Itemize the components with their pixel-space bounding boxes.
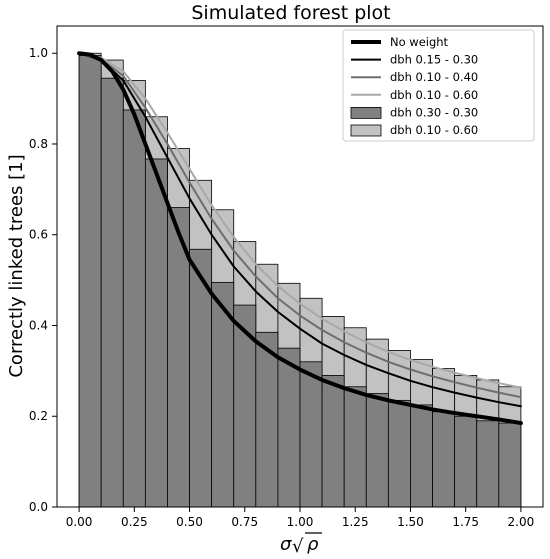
bar-series1-12	[343, 386, 367, 508]
bar-series1-13	[365, 393, 389, 508]
bar-series1-19	[498, 422, 522, 508]
bar-series1-1	[100, 77, 124, 508]
bar-series1-0	[78, 55, 102, 508]
legend-label: dbh 0.10 - 0.60	[390, 123, 478, 137]
x-tick-label: 0.25	[121, 515, 148, 529]
lines-layer	[77, 51, 523, 426]
x-axis: 0.00 0.25 0.50 0.75 1.00 1.25 1.50 1.75 2.00	[66, 507, 535, 529]
legend-swatch-patch	[350, 124, 382, 137]
bar-series1-15	[410, 404, 433, 508]
bar-series1-17	[454, 415, 478, 508]
legend-swatch-patch	[350, 107, 382, 119]
x-tick-label: 1.00	[287, 515, 314, 529]
legend-label: dbh 0.15 - 0.30	[390, 53, 478, 67]
x-tick-label: 1.25	[342, 515, 369, 529]
x-axis-label: σ √ ρ	[280, 532, 322, 557]
y-tick-label: 0.0	[29, 500, 48, 514]
x-tick-label: 0.75	[231, 515, 258, 529]
legend: No weight dbh 0.15 - 0.30 dbh 0.10 - 0.40 d…	[342, 29, 535, 142]
line-series-1	[78, 52, 522, 408]
x-tick-label: 0.50	[176, 515, 203, 529]
legend-label: dbh 0.30 - 0.30	[390, 105, 478, 119]
x-label-radical: √	[292, 536, 304, 557]
x-tick-label: 1.50	[397, 515, 424, 529]
bar-series1-14	[387, 399, 411, 508]
legend-label: No weight	[390, 35, 449, 49]
y-axis-label: Correctly linked trees [1]	[6, 154, 27, 377]
bar-series1-11	[321, 375, 345, 508]
bar-series1-10	[299, 361, 323, 508]
y-tick-label: 0.2	[29, 409, 48, 423]
bar-series1-3	[144, 158, 168, 508]
x-tick-label: 0.00	[66, 515, 93, 529]
line-series-2	[78, 52, 522, 399]
chart-title: Simulated forest plot	[191, 2, 390, 24]
bar-series1-9	[277, 347, 301, 508]
x-label-rho: ρ	[307, 534, 319, 555]
x-label-sigma: σ	[280, 534, 292, 555]
y-tick-label: 0.6	[29, 228, 48, 242]
legend-box	[342, 29, 535, 142]
line-series-0	[77, 51, 523, 426]
bar-series1-16	[432, 411, 456, 508]
bar-series1-18	[476, 420, 500, 508]
x-tick-label: 1.75	[452, 515, 479, 529]
y-tick-label: 0.8	[29, 137, 48, 151]
bar-series1-2	[122, 109, 146, 508]
bars-layer	[78, 52, 522, 508]
y-tick-label: 0.4	[29, 318, 48, 332]
y-tick-label: 1.0	[29, 46, 48, 60]
legend-label: dbh 0.10 - 0.60	[390, 88, 478, 102]
bar-series1-8	[255, 331, 279, 508]
bar-series1-7	[233, 304, 257, 508]
x-tick-label: 2.00	[508, 515, 535, 529]
y-axis: 0.0 0.2 0.4 0.6 0.8 1.0	[29, 46, 57, 514]
legend-label: dbh 0.10 - 0.40	[390, 70, 478, 84]
line-series-3	[78, 52, 522, 389]
